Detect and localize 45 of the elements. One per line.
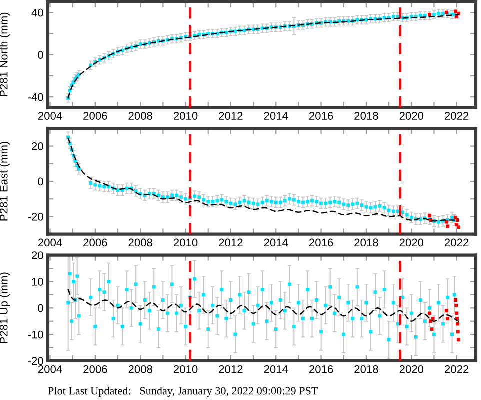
- y-axis-title: P281 East (mm): [0, 142, 10, 221]
- y-tick-label: 40: [32, 8, 44, 17]
- y-tick-label: 0: [38, 51, 44, 59]
- x-tick-label: 2018: [354, 238, 378, 247]
- x-tick-label: 2018: [354, 365, 378, 374]
- y-axis-title: P281 North (mm): [0, 12, 10, 97]
- x-tick-label: 2020: [400, 365, 424, 374]
- x-tick-label: 2008: [128, 112, 152, 120]
- x-tick-label: 2018: [354, 112, 378, 120]
- x-tick-label: 2014: [264, 365, 288, 374]
- x-tick-label: 2004: [38, 365, 62, 374]
- y-tick-label: -40: [28, 93, 44, 102]
- x-tick-label: 2014: [264, 112, 288, 120]
- x-tick-label: 2006: [84, 365, 108, 374]
- x-tick-label: 2016: [309, 112, 334, 120]
- x-tick-label: 2006: [84, 238, 108, 247]
- x-tick-label: 2004: [38, 112, 62, 120]
- x-tick-label: 2022: [445, 112, 469, 120]
- y-tick-label: -20: [28, 357, 44, 366]
- y-tick-label: 20: [32, 142, 44, 150]
- x-tick-label: 2012: [219, 365, 243, 374]
- y-axis-title: P281 Up (mm): [0, 272, 10, 344]
- x-tick-label: 2016: [309, 238, 334, 247]
- x-tick-label: 2022: [445, 238, 469, 247]
- x-tick-label: 2012: [219, 112, 243, 120]
- y-tick-label: 0: [38, 178, 44, 186]
- x-tick-label: 2004: [38, 238, 62, 247]
- x-tick-label: 2020: [400, 112, 424, 120]
- y-tick-label: -20: [28, 212, 44, 221]
- x-tick-label: 2014: [264, 238, 288, 247]
- y-tick-label: -10: [28, 330, 44, 339]
- y-tick-label: 20: [32, 252, 44, 260]
- x-tick-label: 2008: [128, 365, 152, 374]
- text: Plot Last Updated: Sunday, January 30, 2022 09:00:29 PST: [48, 386, 318, 398]
- y-tick-label: 10: [32, 278, 44, 286]
- x-tick-label: 2022: [445, 365, 469, 374]
- x-tick-label: 2016: [309, 365, 334, 374]
- x-tick-label: 2006: [84, 112, 108, 120]
- x-tick-label: 2010: [174, 365, 198, 374]
- x-tick-label: 2010: [174, 238, 198, 247]
- y-tick-label: 0: [38, 304, 44, 312]
- x-tick-label: 2010: [174, 112, 198, 120]
- x-tick-label: 2008: [128, 238, 152, 247]
- x-tick-label: 2012: [219, 238, 243, 247]
- x-tick-label: 2020: [400, 238, 424, 247]
